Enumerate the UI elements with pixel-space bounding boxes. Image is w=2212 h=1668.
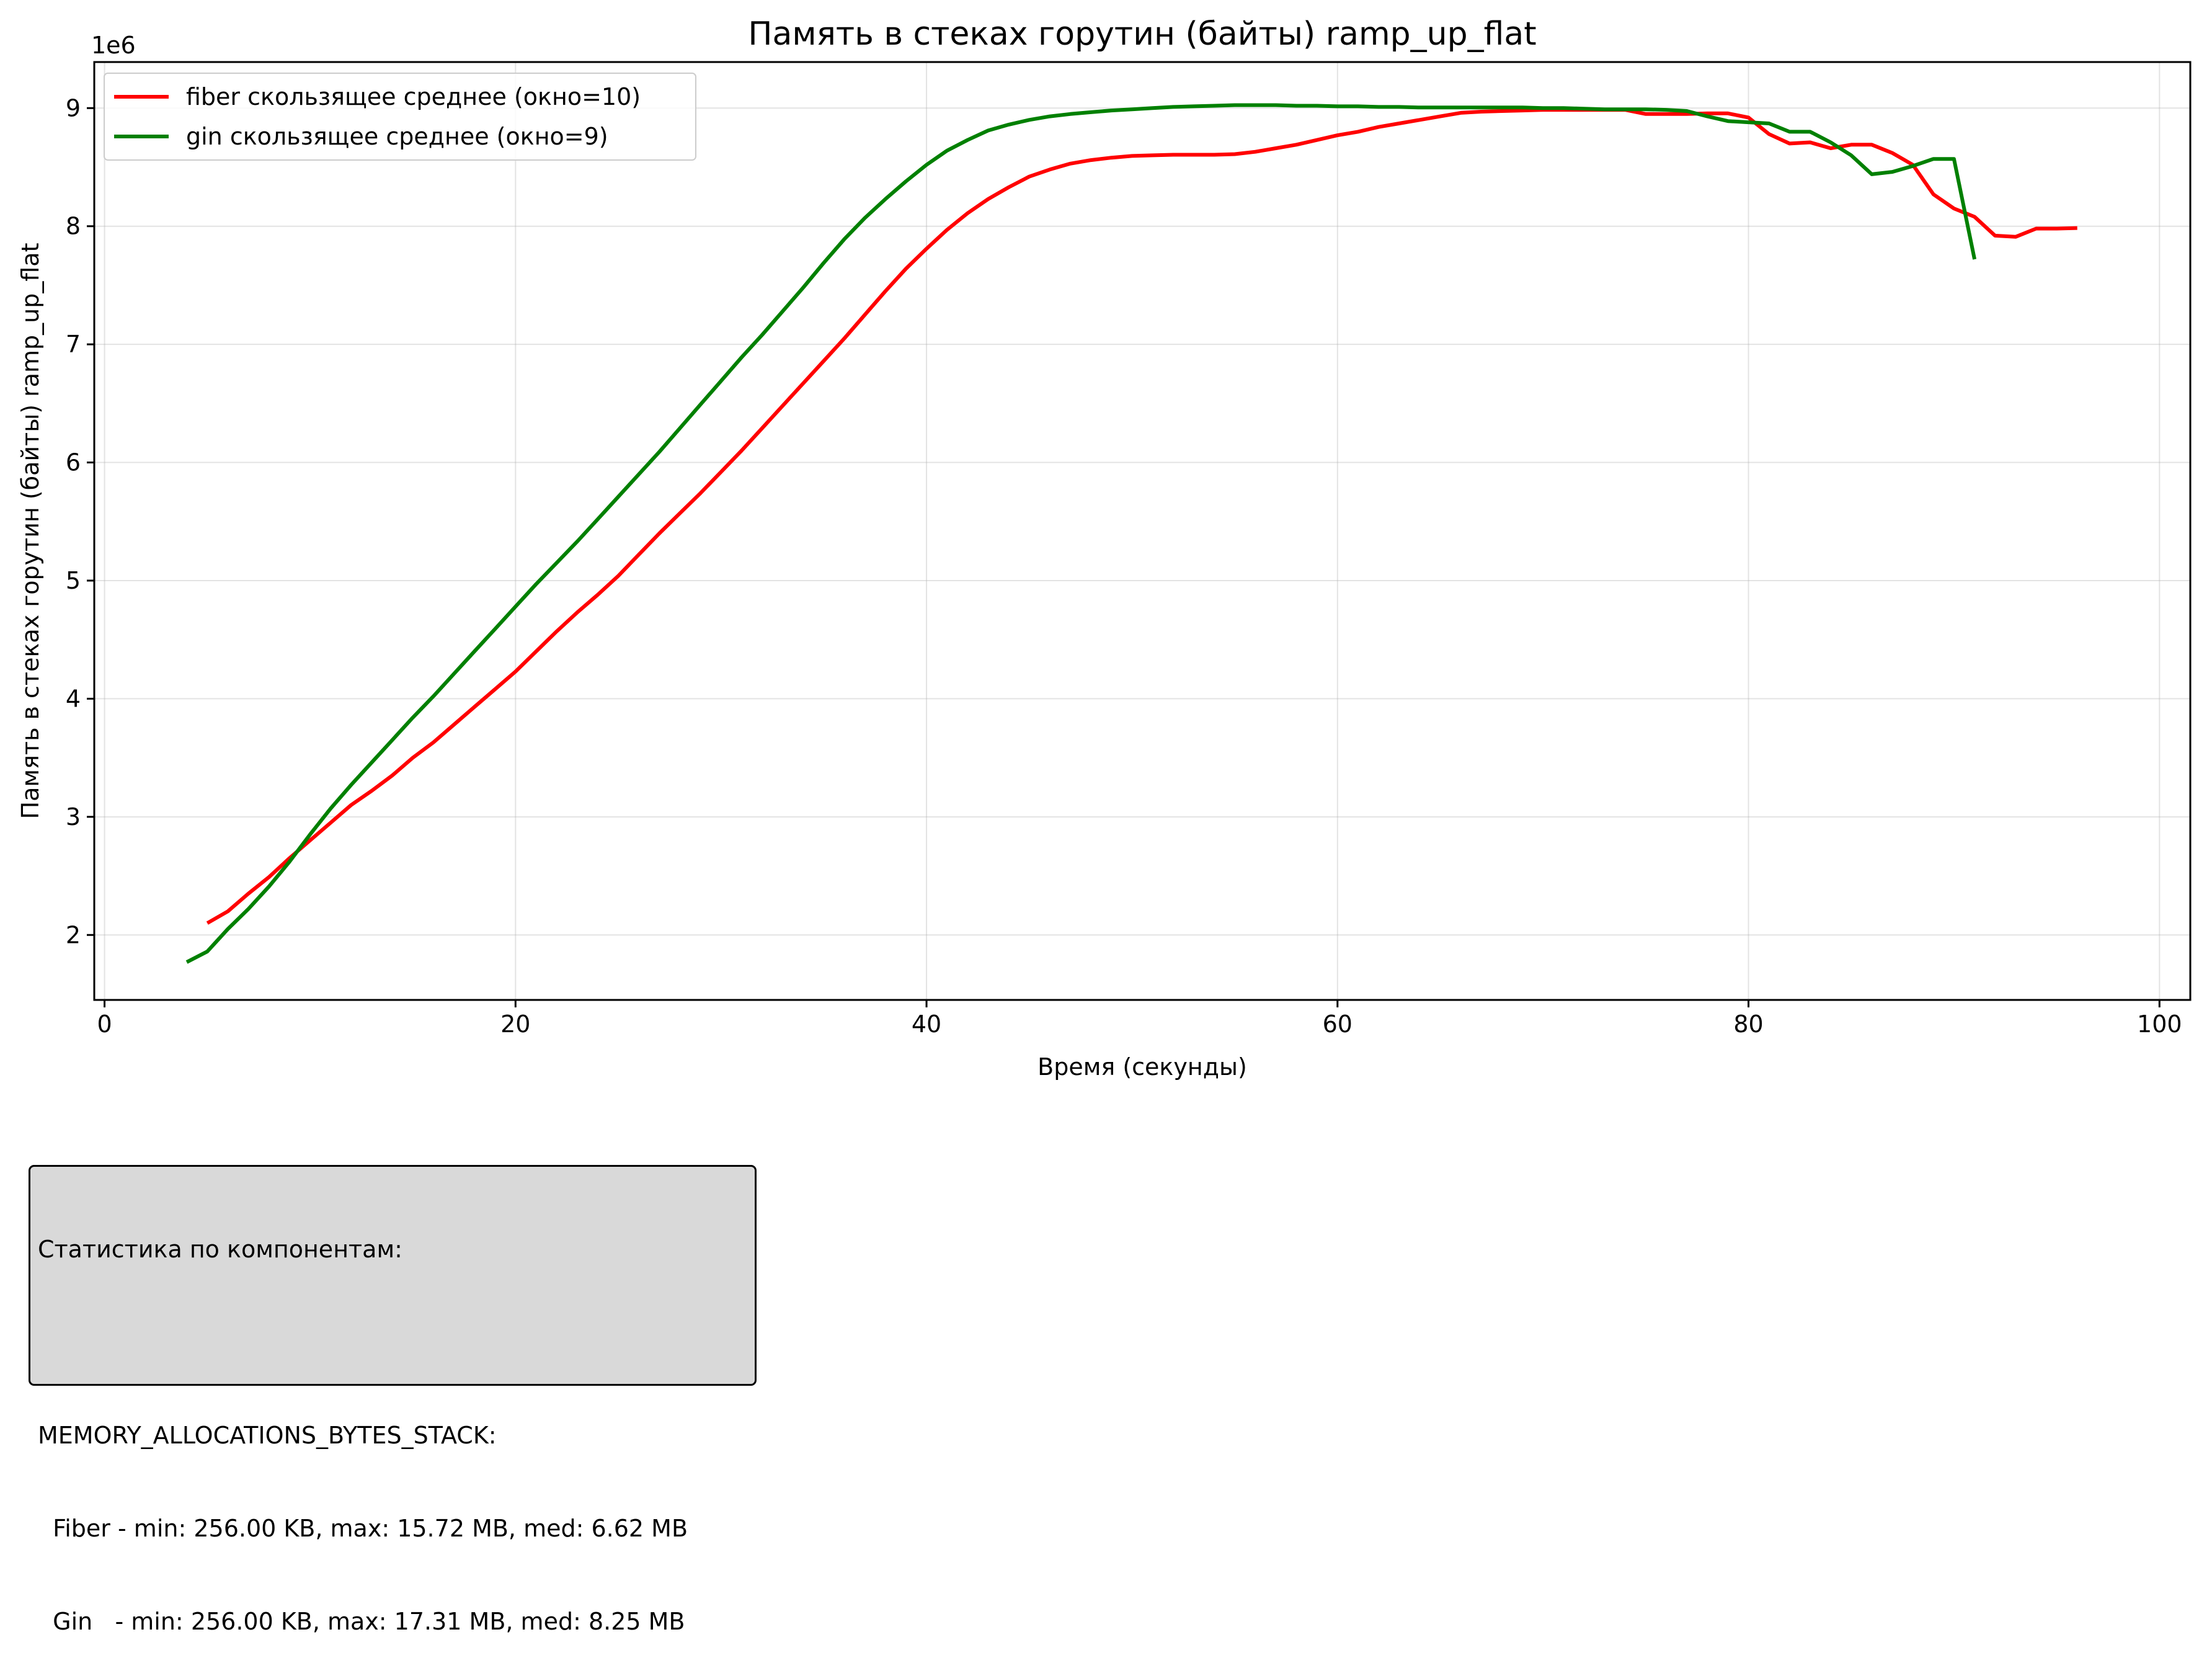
- statistics-blank-line: [38, 1327, 747, 1358]
- x-tick-label: 80: [1733, 1010, 1763, 1038]
- x-tick-label: 100: [2137, 1010, 2182, 1038]
- y-tick-label: 5: [66, 567, 81, 594]
- statistics-box: Статистика по компонентам: MEMORY_ALLOCA…: [29, 1165, 757, 1635]
- plot-frame: [93, 61, 2192, 1001]
- series-line-fiber: [206, 108, 2077, 925]
- series-line-gin: [185, 103, 1977, 964]
- axis-ticks: 0 20 40 60 80 100 2 3 4 5 6 7 8 9: [66, 94, 2182, 1038]
- x-tick-label: 0: [97, 1010, 112, 1038]
- legend-box: [104, 73, 696, 161]
- y-tick-label: 4: [66, 685, 81, 712]
- y-tick-label: 3: [66, 803, 81, 831]
- x-tick-label: 60: [1323, 1010, 1353, 1038]
- y-axis-offset-label: 1e6: [91, 32, 136, 59]
- statistics-fiber-line: Fiber - min: 256.00 KB, max: 15.72 MB, m…: [38, 1515, 688, 1542]
- chart: 0 20 40 60 80 100 2 3 4 5 6 7 8 9 Память в стеках гор…: [17, 16, 2192, 1081]
- x-axis-label: Время (секунды): [1037, 1053, 1247, 1081]
- series-lines: [185, 103, 2077, 964]
- grid: [94, 62, 2190, 1000]
- statistics-heading: Статистика по компонентам:: [38, 1236, 402, 1263]
- y-tick-label: 9: [66, 94, 81, 122]
- chart-title: Память в стеках горутин (байты) ramp_up_…: [748, 16, 1536, 53]
- legend-label-fiber: fiber скользящее среднее (окно=10): [186, 83, 641, 110]
- x-tick-label: 40: [912, 1010, 941, 1038]
- statistics-gin-line: Gin - min: 256.00 KB, max: 17.31 MB, med…: [38, 1608, 685, 1635]
- y-tick-label: 2: [66, 921, 81, 948]
- statistics-section-title: MEMORY_ALLOCATIONS_BYTES_STACK:: [38, 1422, 497, 1449]
- legend-label-gin: gin скользящее среднее (окно=9): [186, 123, 608, 150]
- y-tick-label: 7: [66, 331, 81, 358]
- legend: fiber скользящее среднее (окно=10) gin с…: [104, 73, 696, 161]
- x-tick-label: 20: [500, 1010, 530, 1038]
- y-axis-label: Память в стеках горутин (байты) ramp_up_…: [17, 243, 44, 819]
- y-tick-label: 8: [66, 213, 81, 240]
- y-tick-label: 6: [66, 449, 81, 476]
